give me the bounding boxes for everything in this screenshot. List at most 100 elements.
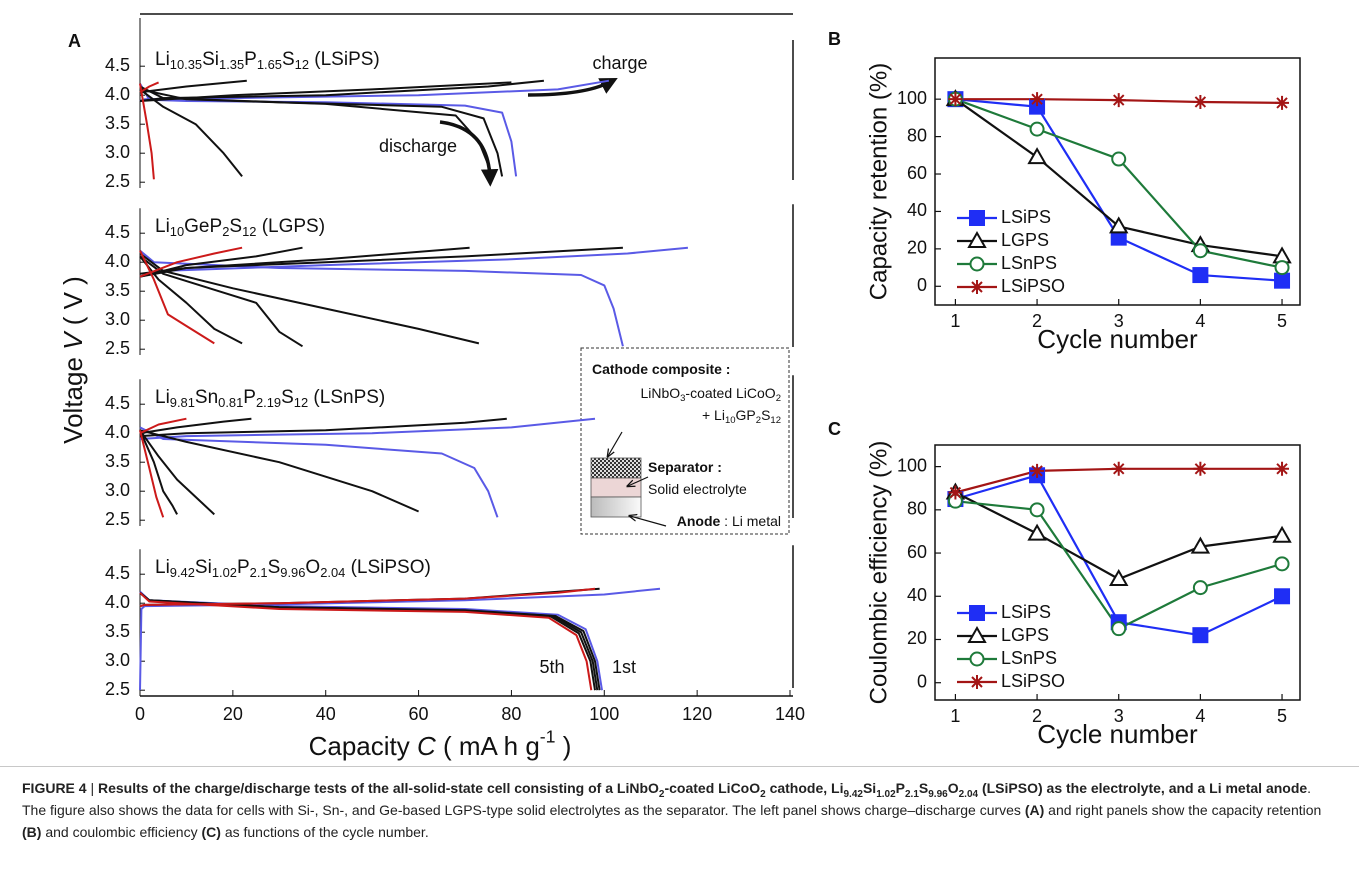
text-run: Voltage xyxy=(58,350,88,444)
caption-run: P xyxy=(895,780,905,796)
text-run: Li xyxy=(155,557,170,578)
marker xyxy=(1192,627,1209,644)
text-run: Si xyxy=(195,557,212,578)
caption-run: FIGURE 4 xyxy=(22,780,87,796)
text-run: 1.35 xyxy=(219,57,244,72)
marker xyxy=(1193,461,1208,476)
y-axis-label: Coulombic efficiency (%) xyxy=(865,441,892,705)
text-run: 10 xyxy=(170,224,184,239)
y-tick-label: 60 xyxy=(907,542,927,562)
caption-run: 2 xyxy=(658,788,665,800)
marker xyxy=(1029,121,1045,137)
curve xyxy=(139,417,252,435)
y-tick-label: 80 xyxy=(907,499,927,519)
y-tick-label: 2.5 xyxy=(105,679,130,699)
y-tick-label: 3.0 xyxy=(105,309,130,329)
separator-layer xyxy=(590,477,642,498)
caption-run: 9.96 xyxy=(928,788,948,800)
x-tick-label: 40 xyxy=(316,704,336,724)
curve xyxy=(139,587,596,608)
text-run: 9.96 xyxy=(280,565,305,580)
marker xyxy=(948,485,963,500)
annotation: charge xyxy=(592,53,647,73)
inset-arrow xyxy=(630,516,667,527)
text-run: Anode xyxy=(677,513,721,529)
charge-arrow xyxy=(527,77,618,97)
curve xyxy=(139,590,603,691)
x-tick-label: 1 xyxy=(950,706,960,726)
marker xyxy=(1109,568,1129,586)
marker xyxy=(1275,461,1290,476)
x-tick-label: 4 xyxy=(1195,311,1205,331)
caption-run: 2 xyxy=(760,788,766,800)
text-run: 9.42 xyxy=(170,565,195,580)
text-run: 2 xyxy=(756,415,761,426)
subplot-title: Li10.35Si1.35P1.65S12 (LSiPS) xyxy=(155,49,380,72)
marker xyxy=(1030,92,1045,107)
y-tick-label: 40 xyxy=(907,585,927,605)
y-tick-label: 80 xyxy=(907,125,927,145)
text-run: 12 xyxy=(770,415,781,426)
curve xyxy=(139,79,247,94)
curve xyxy=(139,429,215,516)
text-run: 12 xyxy=(294,395,308,410)
caption-run: 1.02 xyxy=(876,788,896,800)
marker xyxy=(1274,272,1291,289)
x-axis-label: Cycle number xyxy=(1037,719,1198,749)
marker xyxy=(1027,523,1047,541)
legend-marker xyxy=(969,210,985,226)
curve xyxy=(139,592,593,691)
text-run: (LSnPS) xyxy=(308,387,385,408)
caption-run: . The figure also shows the data for cel… xyxy=(22,780,1312,818)
curve xyxy=(139,252,480,345)
x-tick-label: 20 xyxy=(223,704,243,724)
y-tick-label: 3.0 xyxy=(105,650,130,670)
curve xyxy=(139,429,178,515)
inset-text: Solid electrolyte xyxy=(648,481,747,497)
legend-marker xyxy=(967,625,987,643)
caption-run: (C) xyxy=(201,824,221,840)
curve xyxy=(139,249,624,347)
y-tick-label: 2.5 xyxy=(105,171,130,191)
legend-label: LSiPS xyxy=(1001,207,1051,227)
inset-text: Cathode composite : xyxy=(592,361,730,377)
text-run: 2.19 xyxy=(256,395,281,410)
text-run: 2 xyxy=(222,224,229,239)
caption-run: cathode, Li xyxy=(765,780,844,796)
y-tick-label: 3.0 xyxy=(105,480,130,500)
y-tick-label: 4.5 xyxy=(105,55,130,75)
caption-run: -coated LiCoO xyxy=(664,780,761,796)
text-run: (LGPS) xyxy=(256,216,325,237)
y-tick-label: 60 xyxy=(907,163,927,183)
y-tick-label: 100 xyxy=(897,88,927,108)
caption: FIGURE 4 | Results of the charge/dischar… xyxy=(0,766,1359,878)
text-run: (LSiPSO) xyxy=(345,557,431,578)
figure: A2.53.03.54.04.5 Li10.35Si1.35P1.65S12 (L… xyxy=(58,13,1301,761)
plot-frame xyxy=(934,444,1301,701)
y-tick-label: 4.0 xyxy=(105,84,130,104)
text-run: P xyxy=(243,387,256,408)
caption-run: O xyxy=(947,780,959,796)
y-tick-label: 40 xyxy=(907,200,927,220)
panel-label: A xyxy=(68,31,81,51)
text-run: S xyxy=(229,216,242,237)
text-run: 2.1 xyxy=(250,565,268,580)
subplot-title: Li10GeP2S12 (LGPS) xyxy=(155,216,325,239)
marker xyxy=(1192,580,1208,596)
text-run: 2.04 xyxy=(320,565,345,580)
text-run: -coated LiCoO xyxy=(685,385,775,401)
curve xyxy=(139,88,243,178)
x-axis-label: Capacity C ( mA h g-1 ) xyxy=(309,726,572,761)
curve xyxy=(139,246,243,278)
inset-text: Anode : Li metal xyxy=(677,513,781,529)
caption-run: 2.1 xyxy=(905,788,919,800)
marker xyxy=(1274,260,1290,276)
y-tick-label: 4.0 xyxy=(105,592,130,612)
inset-text: Separator : xyxy=(648,459,722,475)
text-run: Solid electrolyte xyxy=(648,481,747,497)
caption-run: 2.04 xyxy=(958,788,979,800)
x-tick-label: 2 xyxy=(1032,706,1042,726)
text-run: ( mA h g xyxy=(436,731,540,761)
curve xyxy=(139,429,420,513)
marker xyxy=(1030,463,1045,478)
